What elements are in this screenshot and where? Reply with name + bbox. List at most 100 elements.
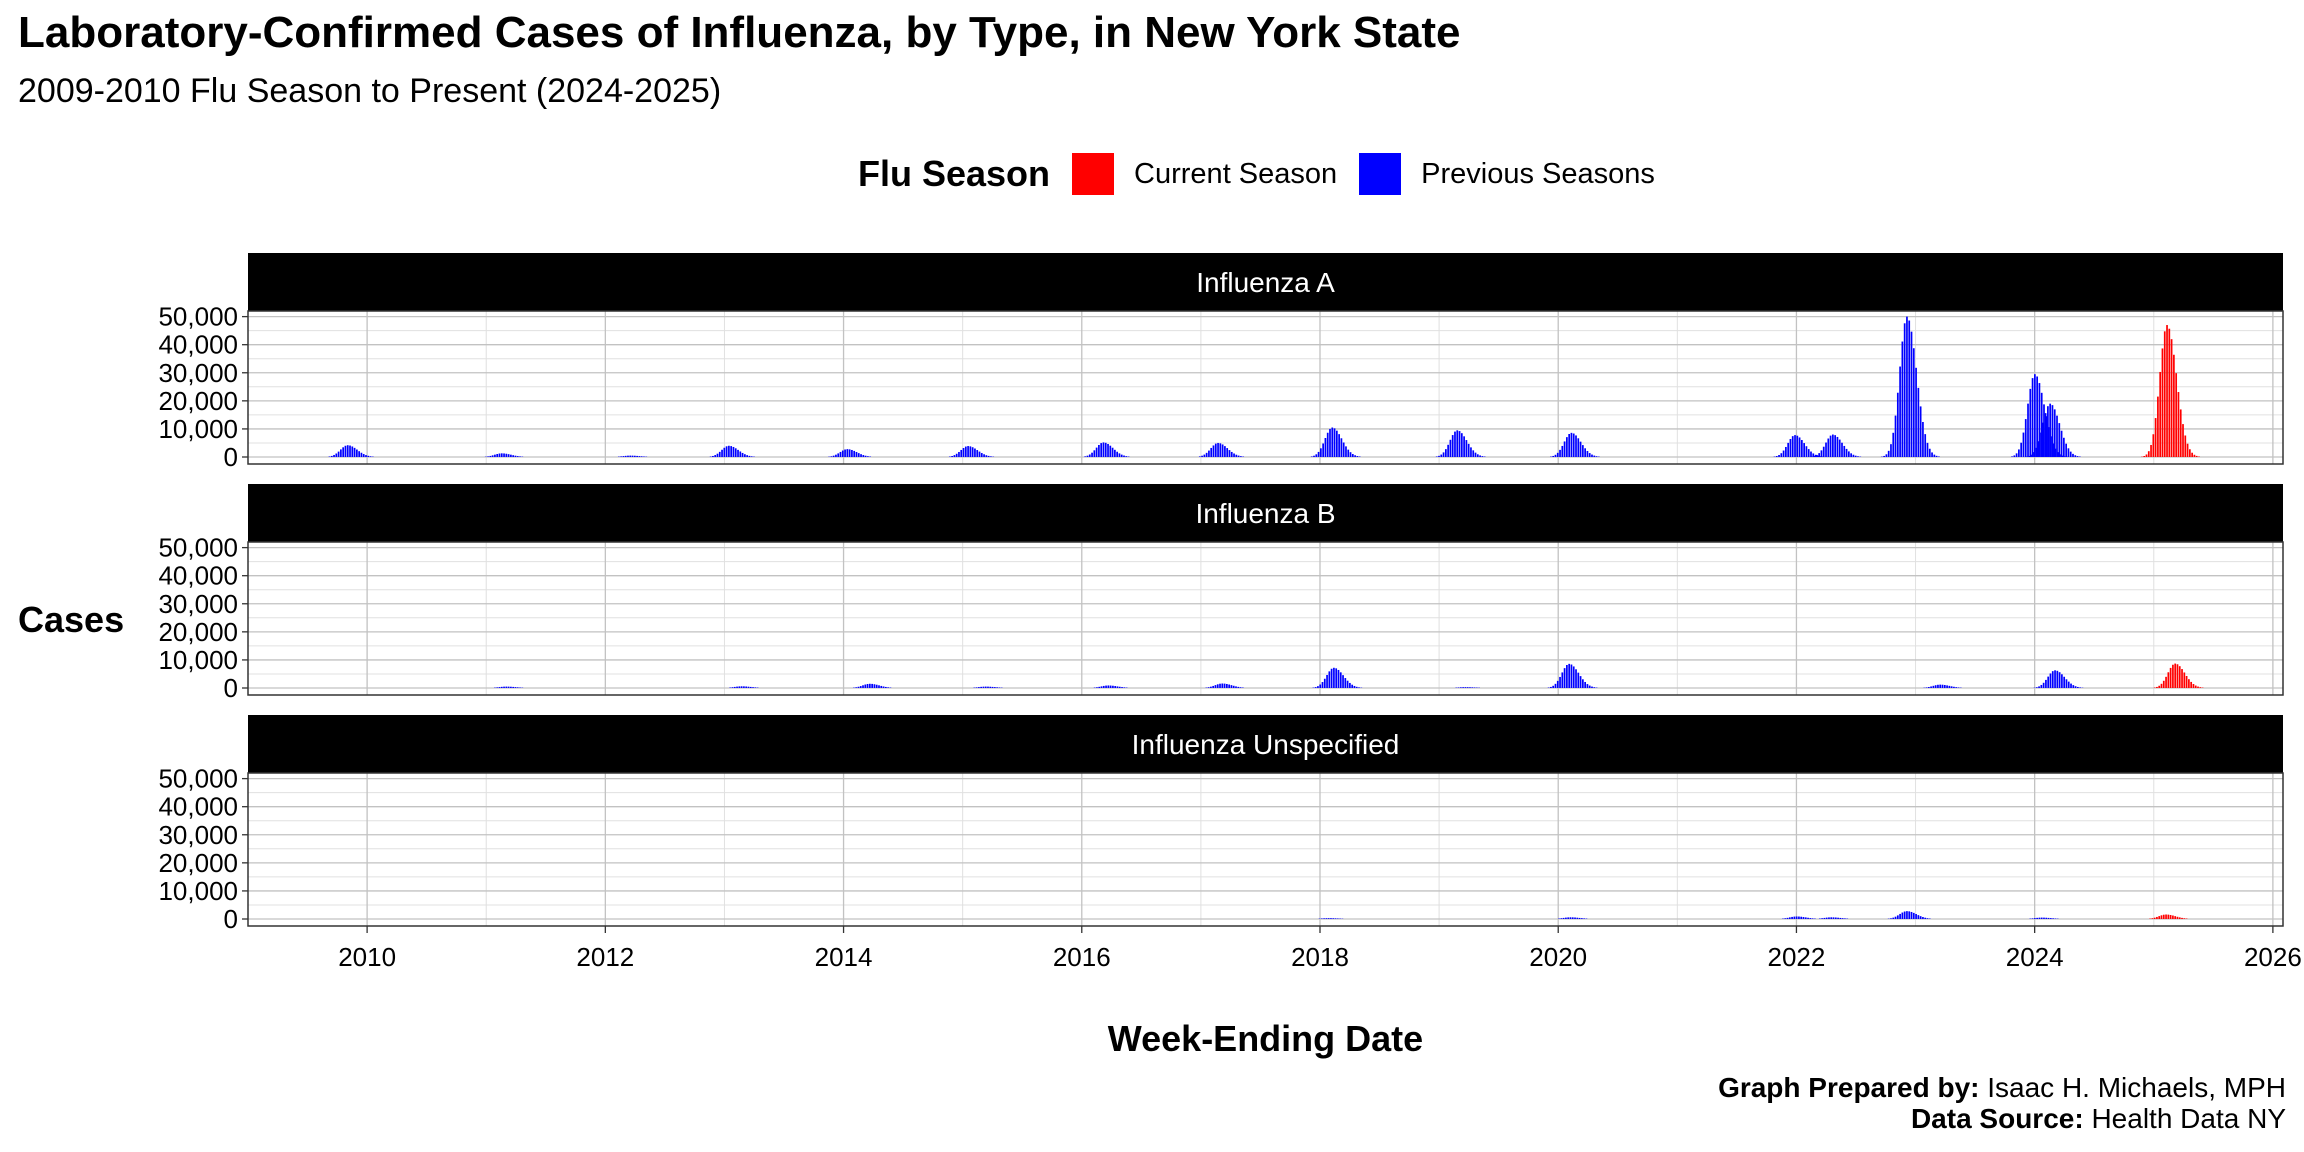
weekly-bar [1928,448,1931,457]
weekly-bar [1917,915,1920,919]
weekly-bar [871,683,874,688]
weekly-bar [1210,686,1212,688]
x-axis-title: Week-Ending Date [1108,1018,1423,1059]
weekly-bar [344,445,347,457]
weekly-bar [1435,456,1438,457]
weekly-bar [860,454,862,457]
weekly-bar [1579,676,1582,688]
weekly-bar [2182,424,2184,457]
weekly-bar [1807,917,1809,919]
weekly-bar [2037,441,2040,457]
weekly-bar [744,454,746,457]
weekly-bar [1469,687,1471,688]
weekly-bar [2063,437,2065,457]
weekly-bar [358,451,361,457]
weekly-bar [2161,348,2164,457]
x-tick-label: 2022 [1768,942,1826,972]
weekly-bar [1847,451,1850,457]
weekly-bar [1569,917,1572,919]
weekly-bar [500,686,503,688]
weekly-bar [1906,316,1908,457]
weekly-bar [1784,918,1787,919]
weekly-bar [516,687,519,688]
weekly-bar [2065,443,2067,457]
weekly-bar [953,455,956,457]
facet-strip-label: Influenza A [1196,267,1335,298]
weekly-bar [2040,392,2043,457]
weekly-bar [2157,396,2159,457]
weekly-bar [1559,676,1561,688]
weekly-bar [1214,443,1217,457]
weekly-bar [643,456,645,457]
weekly-bar [2035,687,2038,688]
weekly-bar [1560,918,1563,919]
weekly-bar [1787,442,1790,457]
weekly-bar [1885,454,1888,457]
weekly-bar [2181,917,2183,919]
weekly-bar [1574,917,1576,919]
weekly-bar [1342,675,1344,688]
weekly-bar [991,686,994,688]
weekly-bar [2040,684,2043,688]
weekly-bar [1581,445,1584,457]
weekly-bar [851,449,853,457]
weekly-bar [2158,916,2161,919]
weekly-bar [1460,433,1463,457]
weekly-bar [503,686,505,688]
weekly-bar [2199,687,2202,688]
weekly-bar [1228,684,1231,688]
season-bars [1318,918,1344,919]
season-bars [948,446,995,457]
weekly-bar [1100,443,1103,457]
weekly-bar [2044,413,2047,457]
weekly-bar [1566,437,1568,457]
weekly-bar [1123,687,1126,688]
weekly-bar [1114,449,1116,457]
weekly-bar [1198,456,1201,457]
weekly-bar [712,455,714,457]
weekly-bar [1552,455,1555,457]
weekly-bar [2038,917,2041,919]
weekly-bar [1845,448,1848,457]
weekly-bar [2053,409,2056,457]
weekly-bar [519,687,521,688]
weekly-bar [971,447,974,457]
weekly-bar [1903,911,1906,919]
weekly-bar [1822,446,1825,457]
weekly-bar [1118,686,1121,688]
x-tick-label: 2026 [2244,942,2302,972]
weekly-bar [1917,387,1920,457]
weekly-bar [2045,917,2048,919]
weekly-bar [1775,456,1778,457]
weekly-bar [1583,918,1586,919]
weekly-bar [2194,685,2197,688]
weekly-bar [510,686,512,688]
weekly-bar [2177,392,2180,457]
weekly-bar [1832,434,1834,457]
weekly-bar [2198,456,2200,457]
season-bars [709,445,755,457]
weekly-bar [1355,686,1358,688]
weekly-bar [498,453,501,457]
season-bars [1205,683,1244,688]
weekly-bar [1948,685,1951,688]
weekly-bar [1588,453,1591,457]
season-bars [1811,434,1862,457]
weekly-bar [728,445,730,457]
weekly-bar [2027,403,2029,457]
weekly-bar [714,455,717,457]
weekly-bar [2154,418,2157,457]
legend-title: Flu Season [858,153,1051,194]
weekly-bar [747,686,750,688]
weekly-bar [1926,442,1929,457]
season-bars [1455,687,1480,688]
weekly-bar [1572,666,1575,688]
weekly-bar [1819,456,1821,457]
weekly-bar [993,687,996,688]
weekly-bar [2190,681,2193,688]
weekly-bar [1201,455,1203,457]
weekly-bar [1324,438,1327,457]
y-tick-label: 20,000 [158,848,238,878]
facet-strip [248,715,2283,773]
